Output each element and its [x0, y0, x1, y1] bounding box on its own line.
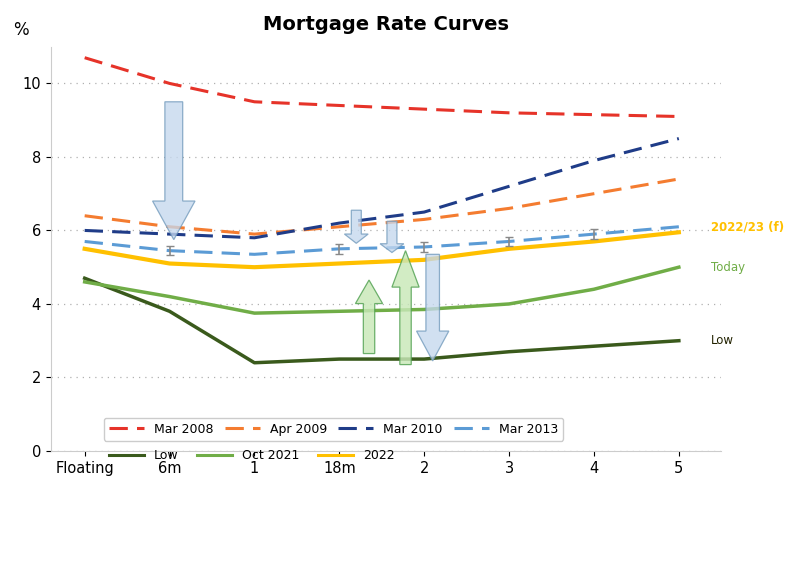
Title: Mortgage Rate Curves: Mortgage Rate Curves	[263, 15, 509, 34]
Mar 2013	[674, 223, 684, 230]
Mar 2008	[674, 113, 684, 120]
Oct 2021	[334, 308, 344, 315]
Apr 2009	[334, 223, 344, 230]
Mar 2013	[250, 251, 259, 258]
Low	[80, 275, 90, 281]
Legend: Low, Oct 2021, 2022: Low, Oct 2021, 2022	[104, 444, 400, 467]
Line: Mar 2013: Mar 2013	[85, 227, 679, 254]
Text: 2022/23 (f): 2022/23 (f)	[711, 221, 784, 233]
Low	[250, 359, 259, 366]
Mar 2010	[80, 227, 90, 234]
Mar 2013	[165, 247, 174, 254]
Mar 2010	[334, 220, 344, 227]
Apr 2009	[419, 216, 429, 223]
Apr 2009	[165, 223, 174, 230]
Oct 2021	[165, 293, 174, 300]
Low	[334, 356, 344, 363]
Line: Apr 2009: Apr 2009	[85, 179, 679, 234]
Mar 2013	[419, 244, 429, 250]
Low	[589, 343, 598, 350]
Oct 2021	[80, 279, 90, 285]
Apr 2009	[674, 175, 684, 182]
Apr 2009	[250, 231, 259, 237]
Mar 2008	[589, 111, 598, 118]
Polygon shape	[355, 280, 382, 354]
Line: Low: Low	[85, 278, 679, 363]
Oct 2021	[250, 310, 259, 316]
2022	[165, 260, 174, 267]
Polygon shape	[345, 210, 368, 243]
2022	[250, 264, 259, 271]
Apr 2009	[80, 213, 90, 219]
Mar 2010	[504, 183, 514, 190]
Mar 2013	[504, 238, 514, 245]
2022	[80, 245, 90, 252]
Low	[419, 356, 429, 363]
Mar 2008	[165, 80, 174, 87]
Mar 2010	[589, 157, 598, 164]
Oct 2021	[589, 286, 598, 293]
Mar 2008	[250, 98, 259, 105]
Mar 2008	[334, 102, 344, 109]
Mar 2008	[80, 54, 90, 61]
Mar 2008	[504, 109, 514, 116]
Oct 2021	[674, 264, 684, 271]
Oct 2021	[419, 306, 429, 313]
Mar 2013	[589, 231, 598, 237]
Low	[504, 349, 514, 355]
Low	[674, 337, 684, 344]
Mar 2010	[419, 209, 429, 215]
Line: Mar 2008: Mar 2008	[85, 58, 679, 117]
Text: Today: Today	[711, 261, 746, 274]
Apr 2009	[589, 190, 598, 197]
2022	[589, 238, 598, 245]
Polygon shape	[380, 221, 404, 253]
Line: Mar 2010: Mar 2010	[85, 139, 679, 238]
Y-axis label: %: %	[13, 20, 28, 38]
2022	[504, 245, 514, 252]
Mar 2010	[250, 235, 259, 241]
2022	[419, 257, 429, 263]
Line: Oct 2021: Oct 2021	[85, 267, 679, 313]
Oct 2021	[504, 301, 514, 307]
2022	[674, 229, 684, 236]
Polygon shape	[417, 254, 449, 361]
Low	[165, 308, 174, 315]
2022	[334, 260, 344, 267]
Polygon shape	[392, 250, 419, 364]
Mar 2013	[334, 245, 344, 252]
Text: Low: Low	[711, 334, 734, 347]
Mar 2008	[419, 106, 429, 113]
Mar 2010	[674, 135, 684, 142]
Mar 2013	[80, 238, 90, 245]
Apr 2009	[504, 205, 514, 212]
Line: 2022: 2022	[85, 232, 679, 267]
Mar 2010	[165, 231, 174, 237]
Polygon shape	[153, 102, 195, 240]
